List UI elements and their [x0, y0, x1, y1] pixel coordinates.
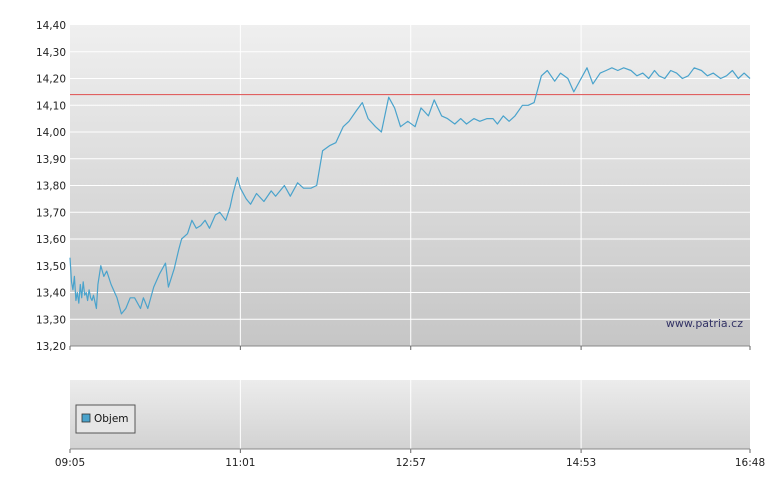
y-tick-label: 13,50 — [36, 261, 66, 273]
legend-swatch-objem — [81, 413, 91, 423]
x-tick-label: 11:01 — [225, 457, 255, 469]
y-axis-labels: 13,20 13,30 13,40 13,50 13,60 13,70 13,80 13,90… — [36, 20, 66, 353]
price-series-line — [69, 67, 751, 315]
y-tick-label: 14,20 — [36, 74, 66, 86]
y-tick-label: 13,40 — [36, 288, 66, 300]
y-tick-label: 14,10 — [36, 100, 66, 112]
x-tick-label: 16:48 — [735, 457, 765, 469]
x-axis-labels: 09:05 11:01 12:57 14:53 16:48 — [55, 457, 765, 469]
legend-label-objem: Objem — [94, 413, 129, 425]
x-tick-label: 12:57 — [396, 457, 426, 469]
x-tick-label: 14:53 — [566, 457, 596, 469]
price-x-axis-ticks — [69, 346, 751, 453]
price-gridlines — [70, 25, 750, 346]
y-tick-label: 13,70 — [36, 207, 66, 219]
y-tick-label: 13,60 — [36, 234, 66, 246]
y-tick-label: 13,20 — [36, 341, 66, 353]
volume-gridlines — [239, 380, 582, 449]
y-tick-label: 13,30 — [36, 314, 66, 326]
volume-plot-area — [70, 380, 750, 449]
y-tick-label: 13,90 — [36, 154, 66, 166]
y-tick-label: 14,00 — [36, 127, 66, 139]
volume-legend: Objem — [75, 404, 136, 434]
y-tick-label: 13,80 — [36, 181, 66, 193]
y-tick-label: 14,40 — [36, 20, 66, 32]
watermark-text: www.patria.cz — [666, 317, 743, 330]
y-tick-label: 14,30 — [36, 47, 66, 59]
x-tick-label: 09:05 — [55, 457, 85, 469]
